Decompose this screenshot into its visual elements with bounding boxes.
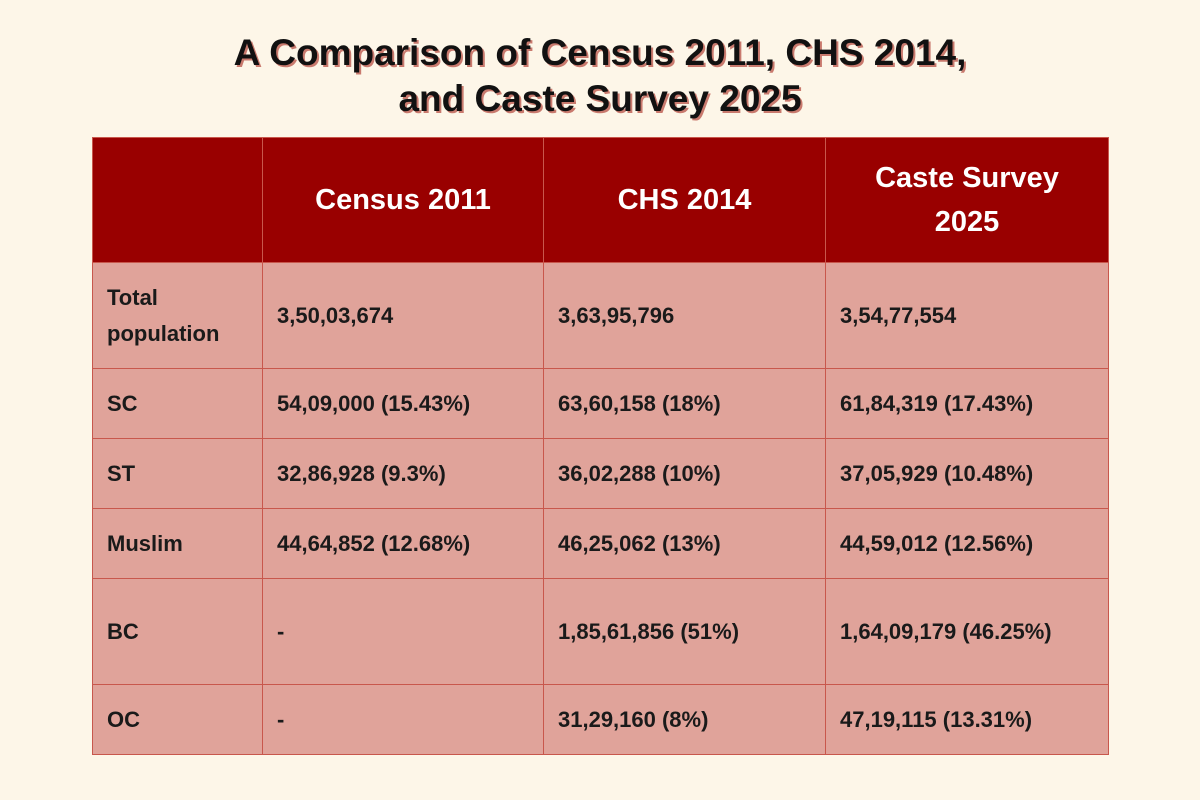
row-label: OC [92,684,263,755]
table-row: SC 54,09,000 (15.43%) 63,60,158 (18%) 61,84… [92,368,1109,439]
table-cell: 63,60,158 (18%) [543,368,826,439]
table-row: OC -31,29,160 (8%) 47,19,115 (13.31%) [92,684,1109,755]
table-header: Census 2011 CHS 2014 Caste Survey 2025 [92,137,1109,263]
table-row: Muslim 44,64,852 (12.68%) 46,25,062 (13%) 4… [92,508,1109,579]
column-header: CHS 2014 [543,137,826,263]
row-label: Total population [92,262,263,369]
comparison-table: Census 2011 CHS 2014 Caste Survey 2025 Tot… [92,137,1109,755]
row-label: SC [92,368,263,439]
title: A Comparison of Census 2011, CHS 2014, a… [0,30,1200,122]
column-header: Caste Survey 2025 [825,137,1109,263]
title-line: A Comparison of Census 2011, CHS 2014, [233,32,967,73]
table-cell: 31,29,160 (8%) [543,684,826,755]
row-label: Muslim [92,508,263,579]
table-cell: - [262,684,544,755]
table-row: ST 32,86,928 (9.3%) 36,02,288 (10%) 37,05,9… [92,438,1109,509]
corner-cell [92,137,263,263]
table-cell: 44,64,852 (12.68%) [262,508,544,579]
table-cell: 3,50,03,674 [262,262,544,369]
table-cell: 61,84,319 (17.43%) [825,368,1109,439]
table-cell: 1,85,61,856 (51%) [543,578,826,685]
table-cell: 46,25,062 (13%) [543,508,826,579]
table-row: Total population 3,50,03,674 3,63,95,796 3,… [92,262,1109,369]
row-label: ST [92,438,263,509]
table-cell: 36,02,288 (10%) [543,438,826,509]
title-line: and Caste Survey 2025 [398,78,802,119]
table-cell: 44,59,012 (12.56%) [825,508,1109,579]
table-cell: - [262,578,544,685]
row-label: BC [92,578,263,685]
table-cell: 37,05,929 (10.48%) [825,438,1109,509]
table-row: BC -1,85,61,856 (51%) 1,64,09,179 (46.25%) [92,578,1109,685]
header-row: Census 2011 CHS 2014 Caste Survey 2025 [92,137,1109,263]
table-cell: 47,19,115 (13.31%) [825,684,1109,755]
table-cell: 1,64,09,179 (46.25%) [825,578,1109,685]
column-header: Census 2011 [262,137,544,263]
table-cell: 54,09,000 (15.43%) [262,368,544,439]
table-body: Total population 3,50,03,674 3,63,95,796 3,… [92,262,1109,755]
table-cell: 32,86,928 (9.3%) [262,438,544,509]
table-cell: 3,54,77,554 [825,262,1109,369]
table-cell: 3,63,95,796 [543,262,826,369]
